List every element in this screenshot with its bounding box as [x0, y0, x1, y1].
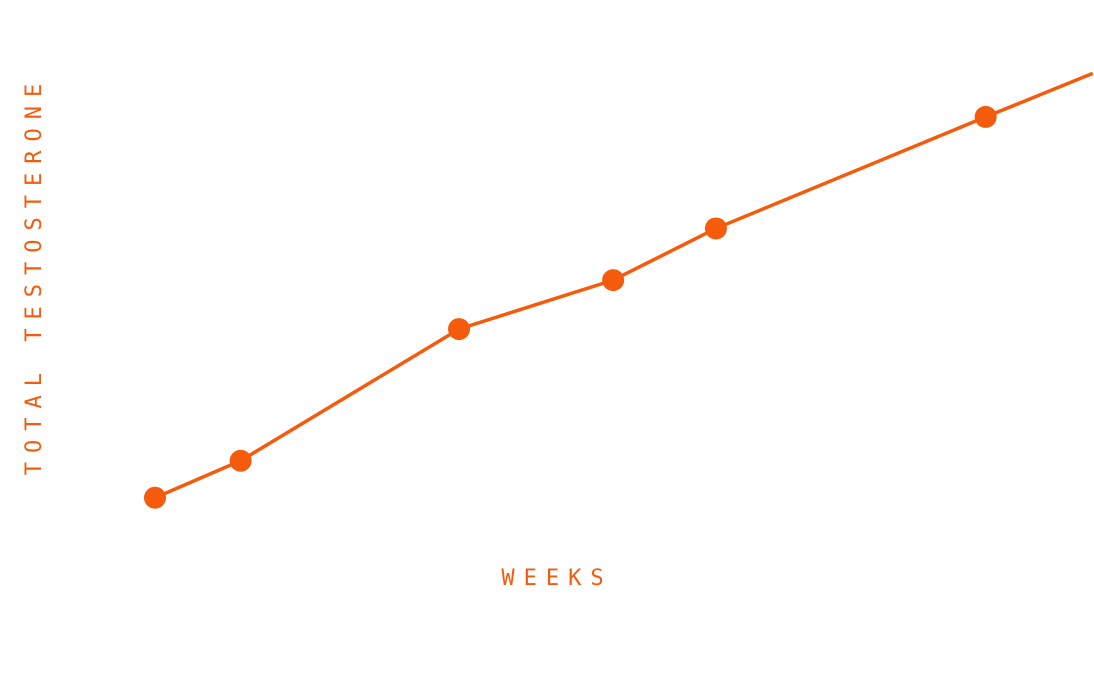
series-line — [154, 71, 1094, 500]
data-point — [602, 269, 625, 292]
data-point — [974, 105, 997, 128]
data-point — [144, 486, 166, 509]
x-axis-label: WEEKS — [501, 566, 612, 591]
data-point — [448, 318, 471, 341]
data-point — [229, 449, 252, 472]
y-axis-label: TOTAL TESTOSTERONE — [22, 75, 47, 475]
data-point — [704, 217, 727, 240]
plot-area — [144, 71, 1094, 509]
